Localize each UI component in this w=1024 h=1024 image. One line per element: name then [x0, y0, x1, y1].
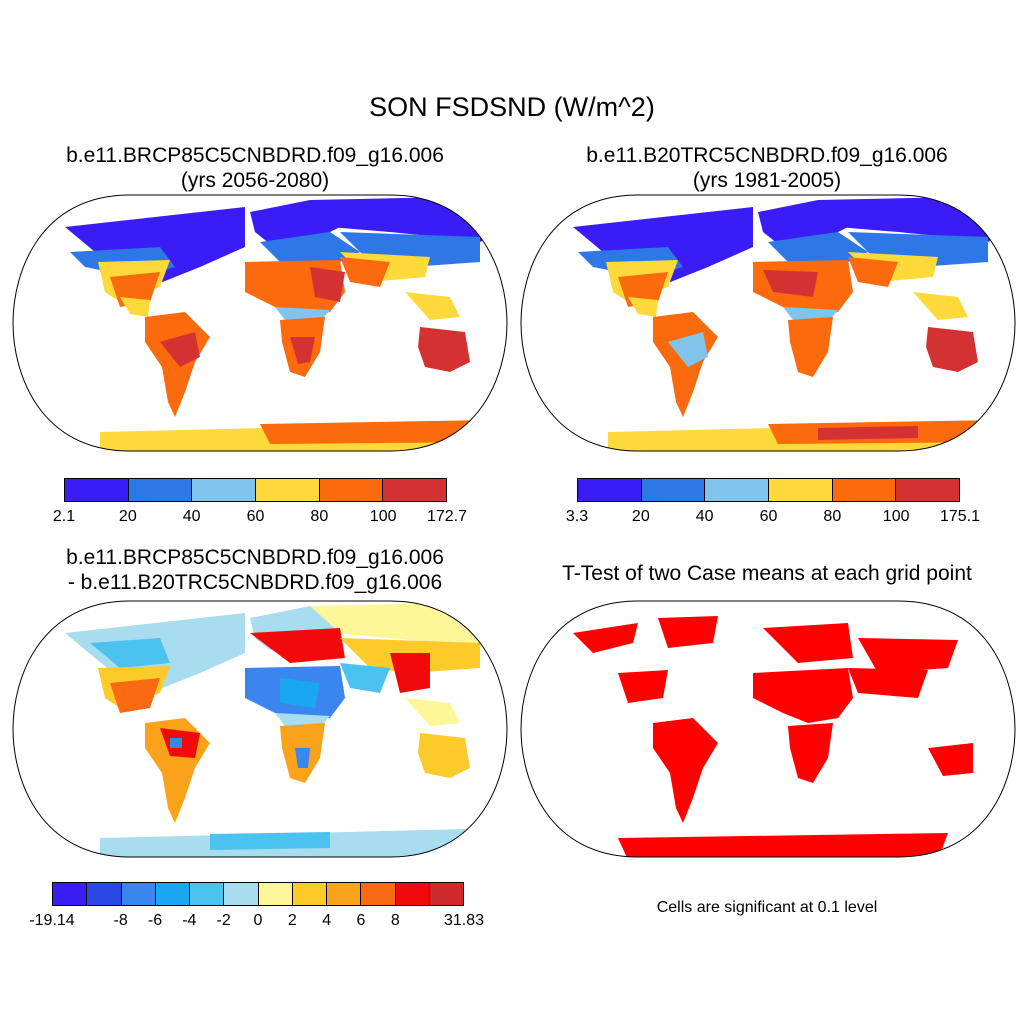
colorbar-3-cell [361, 883, 396, 905]
colorbar-3-cell [155, 883, 190, 905]
colorbar-2-cell [641, 479, 706, 501]
colorbar-1-label: 80 [310, 508, 329, 525]
colorbar-2-label: 40 [695, 508, 714, 525]
colorbar-2-label: 175.1 [939, 508, 981, 525]
colorbar-1-label: 172.7 [426, 508, 468, 525]
colorbar-2-label: 20 [631, 508, 650, 525]
panel-3-case-b: - b.e11.B20TRC5CNBDRD.f09_g16.006 [67, 571, 443, 594]
map-panel-2 [520, 194, 1016, 452]
colorbar-1-cell [383, 479, 447, 501]
colorbar-3-cell [429, 883, 463, 905]
colorbar-2-label: 100 [882, 508, 910, 525]
colorbar-1-label: 100 [369, 508, 397, 525]
colorbar-3-cell [53, 883, 88, 905]
colorbar-3-label: -6 [147, 912, 163, 929]
colorbar-3-cell [224, 883, 259, 905]
colorbar-3-cell [87, 883, 122, 905]
colorbar-3-label: -19.14 [29, 912, 75, 929]
colorbar-2-cell [896, 479, 960, 501]
colorbar-3-cell [190, 883, 225, 905]
colorbar-3-label: 2 [287, 912, 297, 929]
colorbar-3-cell [292, 883, 327, 905]
colorbar-1 [64, 478, 447, 502]
map-panel-4 [520, 600, 1016, 858]
colorbar-2 [577, 478, 960, 502]
panel-1-years: (yrs 2056-2080) [180, 169, 330, 192]
panel-2-years: (yrs 1981-2005) [692, 169, 842, 192]
map-2-boundary [520, 194, 1016, 452]
colorbar-3-cell [327, 883, 362, 905]
colorbar-2-label: 3.3 [565, 508, 589, 525]
colorbar-3-cell [395, 883, 430, 905]
significance-note: Cells are significant at 0.1 level [656, 899, 878, 916]
colorbar-1-cell [192, 479, 257, 501]
colorbar-3-label: -2 [216, 912, 231, 929]
colorbar-3-label: -4 [182, 912, 197, 929]
colorbar-2-cell [578, 479, 642, 501]
figure-title: SON FSDSND (W/m^2) [369, 92, 655, 122]
colorbar-1-cell [65, 479, 129, 501]
map-panel-1 [12, 194, 508, 452]
colorbar-3-label: -8 [113, 912, 128, 929]
colorbar-2-label: 80 [823, 508, 842, 525]
colorbar-3-label: 4 [322, 912, 332, 929]
colorbar-2-cell [832, 479, 897, 501]
panel-4-ttest-title: T-Test of two Case means at each grid po… [562, 562, 972, 585]
map-2-land [573, 197, 1015, 451]
panel-2-case-name: b.e11.B20TRC5CNBDRD.f09_g16.006 [586, 144, 948, 167]
colorbar-2-cell [769, 479, 833, 501]
colorbar-3-label: 31.83 [443, 912, 485, 929]
map-3-land [65, 603, 507, 857]
panel-4-title: T-Test of two Case means at each grid po… [532, 561, 1002, 586]
map-1-boundary [12, 194, 508, 452]
colorbar-3-label: 0 [253, 912, 263, 929]
map-1-land [65, 197, 507, 451]
colorbar-2-cell [705, 479, 770, 501]
colorbar-1-label: 40 [182, 508, 201, 525]
colorbar-1-cell [256, 479, 320, 501]
map-4-boundary [520, 600, 1016, 858]
colorbar-3-label: 6 [356, 912, 366, 929]
colorbar-3 [52, 882, 464, 906]
colorbar-1-label: 20 [118, 508, 137, 525]
map-4-significant-cells [573, 616, 973, 857]
colorbar-1-cell [128, 479, 193, 501]
panel-1-case-name: b.e11.BRCP85C5CNBDRD.f09_g16.006 [66, 144, 444, 167]
colorbar-1-cell [319, 479, 384, 501]
colorbar-1-label: 60 [246, 508, 265, 525]
colorbar-1-label: 2.1 [52, 508, 76, 525]
panel-3-title: b.e11.BRCP85C5CNBDRD.f09_g16.006 - b.e11… [20, 545, 490, 595]
map-panel-3 [12, 600, 508, 858]
colorbar-3-cell [121, 883, 156, 905]
map-3-boundary [12, 600, 508, 858]
colorbar-2-label: 60 [759, 508, 778, 525]
colorbar-3-label: 8 [390, 912, 400, 929]
panel-3-case-a: b.e11.BRCP85C5CNBDRD.f09_g16.006 [66, 546, 444, 569]
colorbar-3-cell [258, 883, 293, 905]
panel-2-title: b.e11.B20TRC5CNBDRD.f09_g16.006 (yrs 198… [532, 143, 1002, 193]
panel-1-title: b.e11.BRCP85C5CNBDRD.f09_g16.006 (yrs 20… [20, 143, 490, 193]
